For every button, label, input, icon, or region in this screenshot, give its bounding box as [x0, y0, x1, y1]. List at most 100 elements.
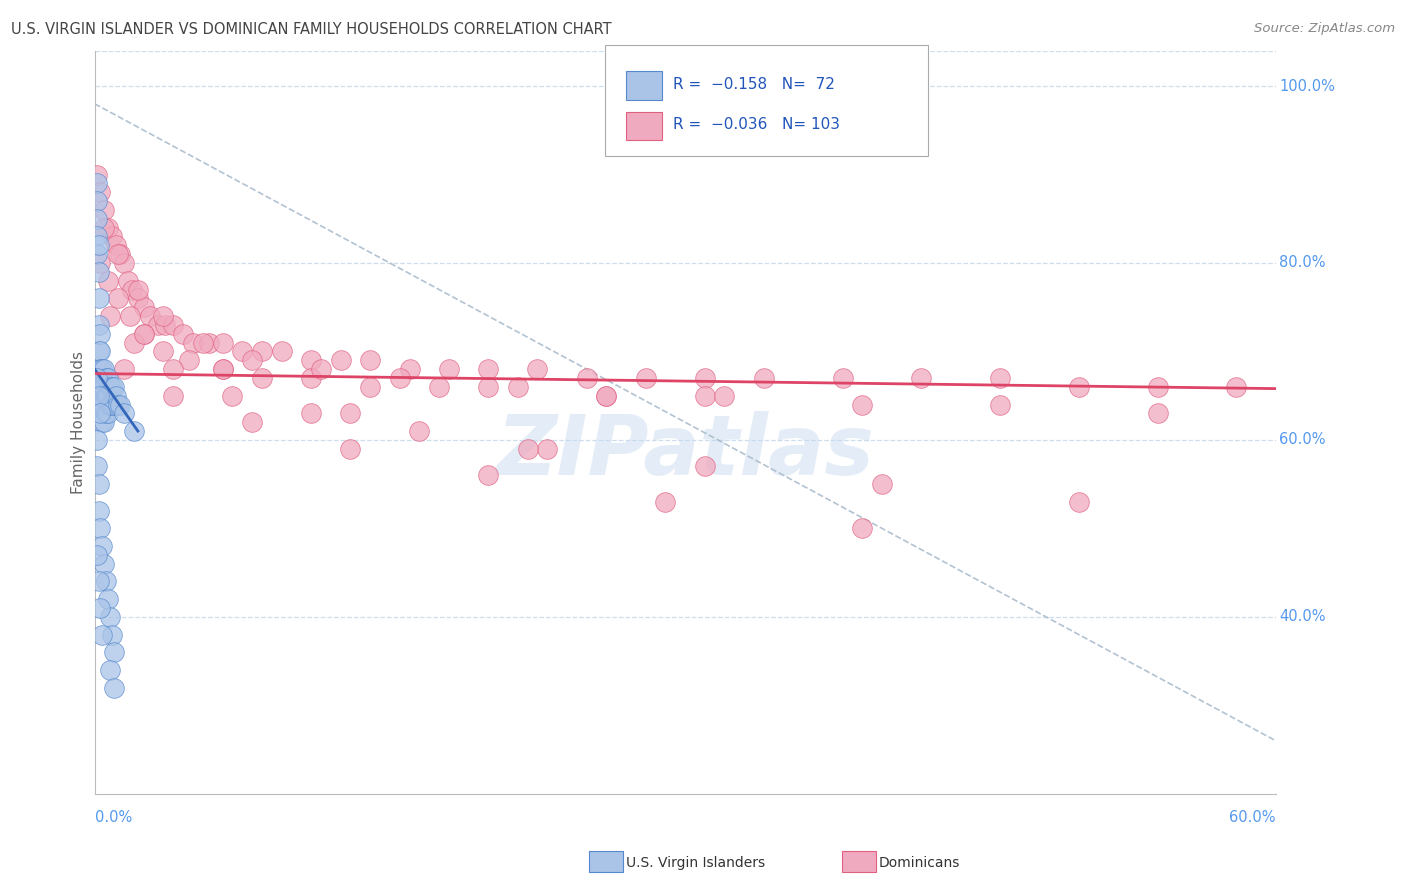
- Point: [526, 362, 548, 376]
- Point: [89, 601, 111, 615]
- Point: [388, 371, 411, 385]
- Point: [359, 353, 381, 368]
- Point: [299, 353, 322, 368]
- Point: [988, 371, 1011, 385]
- Point: [132, 326, 155, 341]
- Point: [89, 344, 111, 359]
- Point: [437, 362, 460, 376]
- Point: [752, 371, 775, 385]
- Text: R =  −0.158   N=  72: R = −0.158 N= 72: [673, 78, 835, 92]
- Point: [103, 645, 125, 659]
- Point: [86, 459, 108, 474]
- Point: [96, 406, 118, 420]
- Point: [181, 335, 204, 350]
- Point: [97, 389, 120, 403]
- Point: [98, 663, 121, 677]
- Point: [87, 477, 110, 491]
- Point: [91, 627, 114, 641]
- Point: [138, 309, 160, 323]
- Point: [162, 318, 184, 332]
- Point: [103, 681, 125, 695]
- Point: [309, 362, 332, 376]
- Text: 40.0%: 40.0%: [1279, 609, 1326, 624]
- Point: [162, 389, 184, 403]
- Point: [98, 610, 121, 624]
- Point: [595, 389, 617, 403]
- Text: ZIPatlas: ZIPatlas: [496, 411, 875, 492]
- Text: Dominicans: Dominicans: [879, 855, 960, 870]
- Point: [86, 177, 108, 191]
- Point: [98, 309, 121, 323]
- Point: [146, 318, 169, 332]
- Point: [93, 398, 115, 412]
- Point: [98, 398, 121, 412]
- Point: [250, 344, 273, 359]
- Point: [1146, 380, 1168, 394]
- Point: [91, 398, 114, 412]
- Point: [103, 380, 125, 394]
- Point: [339, 442, 361, 456]
- Point: [86, 433, 108, 447]
- Point: [91, 380, 114, 394]
- Point: [270, 344, 292, 359]
- Point: [427, 380, 450, 394]
- Point: [127, 283, 149, 297]
- Point: [122, 335, 145, 350]
- Point: [477, 380, 499, 394]
- Point: [172, 326, 194, 341]
- Point: [127, 291, 149, 305]
- Point: [132, 300, 155, 314]
- Point: [89, 256, 111, 270]
- Point: [477, 468, 499, 483]
- Point: [595, 389, 617, 403]
- Text: 60.0%: 60.0%: [1229, 810, 1275, 825]
- Point: [98, 380, 121, 394]
- Point: [86, 211, 108, 226]
- Text: U.S. Virgin Islanders: U.S. Virgin Islanders: [626, 855, 765, 870]
- Point: [101, 229, 124, 244]
- Point: [93, 220, 115, 235]
- Point: [477, 362, 499, 376]
- Text: 80.0%: 80.0%: [1279, 255, 1326, 270]
- Point: [91, 539, 114, 553]
- Point: [211, 362, 233, 376]
- Point: [634, 371, 657, 385]
- Point: [713, 389, 735, 403]
- Point: [87, 504, 110, 518]
- Point: [851, 521, 873, 535]
- Point: [89, 185, 111, 199]
- Point: [89, 406, 111, 420]
- Point: [112, 362, 135, 376]
- Text: 60.0%: 60.0%: [1279, 433, 1326, 448]
- Point: [87, 574, 110, 589]
- Point: [870, 477, 893, 491]
- Point: [240, 353, 263, 368]
- Point: [89, 362, 111, 376]
- Point: [1225, 380, 1247, 394]
- Point: [118, 309, 141, 323]
- Point: [87, 265, 110, 279]
- Point: [851, 398, 873, 412]
- Point: [107, 398, 129, 412]
- Point: [97, 592, 120, 607]
- Point: [93, 202, 115, 217]
- Point: [162, 362, 184, 376]
- Text: 100.0%: 100.0%: [1279, 78, 1336, 94]
- Point: [96, 574, 118, 589]
- Point: [87, 238, 110, 252]
- Point: [107, 247, 129, 261]
- Point: [654, 495, 676, 509]
- Point: [112, 406, 135, 420]
- Point: [240, 415, 263, 429]
- Point: [910, 371, 932, 385]
- Point: [398, 362, 420, 376]
- Point: [359, 380, 381, 394]
- Point: [516, 442, 538, 456]
- Point: [89, 398, 111, 412]
- Point: [339, 406, 361, 420]
- Point: [108, 398, 131, 412]
- Point: [693, 459, 716, 474]
- Point: [408, 424, 430, 438]
- Point: [87, 291, 110, 305]
- Point: [101, 398, 124, 412]
